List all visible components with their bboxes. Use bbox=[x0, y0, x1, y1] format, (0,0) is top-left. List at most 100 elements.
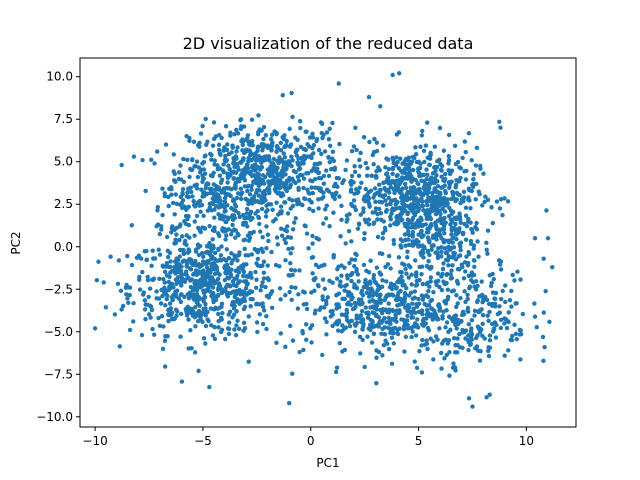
scatter-point bbox=[131, 319, 136, 324]
scatter-point bbox=[246, 183, 251, 189]
scatter-point bbox=[443, 300, 448, 306]
scatter-point bbox=[212, 256, 217, 262]
scatter-point bbox=[200, 225, 205, 230]
scatter-point bbox=[285, 163, 290, 168]
scatter-point bbox=[147, 286, 153, 291]
scatter-point bbox=[160, 212, 165, 218]
scatter-point bbox=[178, 222, 183, 227]
scatter-point bbox=[357, 334, 363, 339]
scatter-point bbox=[369, 340, 375, 345]
scatter-point bbox=[341, 327, 346, 332]
scatter-point bbox=[410, 301, 415, 306]
scatter-point bbox=[201, 268, 206, 273]
scatter-point bbox=[378, 297, 383, 303]
scatter-point bbox=[392, 325, 398, 331]
scatter-point bbox=[278, 209, 283, 215]
scatter-point bbox=[230, 222, 235, 228]
scatter-point bbox=[390, 171, 395, 176]
scatter-point bbox=[157, 252, 163, 257]
scatter-point bbox=[461, 189, 467, 195]
scatter-point bbox=[182, 241, 187, 246]
scatter-point bbox=[204, 271, 209, 276]
scatter-point bbox=[185, 190, 190, 195]
scatter-point bbox=[176, 170, 182, 175]
scatter-point bbox=[209, 152, 214, 158]
scatter-point bbox=[191, 311, 196, 317]
scatter-point bbox=[251, 179, 256, 184]
scatter-point bbox=[304, 129, 309, 134]
scatter-point bbox=[474, 335, 479, 341]
scatter-point bbox=[509, 288, 514, 294]
scatter-point bbox=[418, 243, 424, 249]
scatter-point bbox=[288, 251, 293, 256]
scatter-point bbox=[173, 294, 179, 299]
scatter-point bbox=[389, 207, 394, 213]
scatter-point bbox=[233, 186, 238, 191]
scatter-point bbox=[440, 313, 445, 319]
scatter-point bbox=[263, 209, 269, 215]
scatter-point bbox=[254, 277, 259, 282]
scatter-point bbox=[178, 292, 183, 297]
scatter-point bbox=[249, 252, 255, 257]
scatter-point bbox=[322, 286, 327, 292]
scatter-point bbox=[288, 260, 293, 266]
scatter-point bbox=[416, 166, 421, 171]
scatter-point bbox=[253, 162, 258, 167]
scatter-point bbox=[471, 172, 477, 177]
scatter-point bbox=[452, 251, 457, 256]
scatter-point bbox=[458, 247, 463, 253]
scatter-point bbox=[290, 338, 296, 343]
scatter-point bbox=[127, 327, 133, 333]
scatter-point bbox=[216, 325, 221, 330]
scatter-point bbox=[434, 164, 440, 170]
scatter-point bbox=[295, 137, 300, 143]
scatter-point bbox=[437, 203, 442, 208]
scatter-point bbox=[487, 392, 492, 397]
scatter-point bbox=[406, 232, 412, 238]
scatter-point bbox=[473, 279, 479, 284]
scatter-point bbox=[452, 143, 458, 148]
scatter-point bbox=[269, 305, 275, 310]
scatter-point bbox=[211, 261, 217, 266]
scatter-point bbox=[405, 326, 411, 331]
scatter-point bbox=[371, 195, 376, 200]
scatter-point bbox=[218, 253, 224, 258]
scatter-point bbox=[480, 299, 485, 305]
scatter-point bbox=[431, 243, 436, 248]
scatter-point bbox=[234, 195, 240, 201]
scatter-point bbox=[170, 200, 176, 206]
scatter-point bbox=[255, 172, 260, 177]
scatter-point bbox=[506, 348, 511, 353]
scatter-point bbox=[401, 199, 406, 204]
scatter-point bbox=[395, 173, 400, 178]
scatter-point bbox=[310, 241, 315, 246]
scatter-point bbox=[420, 281, 425, 287]
scatter-point bbox=[163, 291, 169, 296]
scatter-point bbox=[236, 266, 241, 271]
scatter-point bbox=[463, 237, 469, 242]
scatter-point bbox=[396, 310, 402, 316]
scatter-point bbox=[210, 143, 216, 148]
scatter-point bbox=[283, 292, 288, 298]
scatter-point bbox=[324, 203, 329, 208]
scatter-point bbox=[195, 313, 200, 318]
scatter-point bbox=[219, 290, 224, 296]
scatter-point bbox=[217, 151, 222, 156]
scatter-point bbox=[231, 176, 236, 181]
scatter-point bbox=[188, 185, 193, 190]
scatter-point bbox=[211, 120, 217, 125]
scatter-point bbox=[321, 181, 327, 186]
scatter-point bbox=[503, 283, 508, 288]
scatter-point bbox=[194, 263, 199, 268]
scatter-point bbox=[310, 271, 315, 276]
scatter-point bbox=[365, 173, 370, 178]
scatter-point bbox=[362, 236, 367, 242]
scatter-point bbox=[345, 289, 350, 295]
scatter-point bbox=[463, 328, 469, 333]
scatter-point bbox=[306, 190, 311, 196]
scatter-point bbox=[273, 217, 278, 222]
scatter-point bbox=[368, 188, 374, 193]
scatter-point bbox=[385, 309, 390, 315]
scatter-point bbox=[423, 321, 428, 326]
